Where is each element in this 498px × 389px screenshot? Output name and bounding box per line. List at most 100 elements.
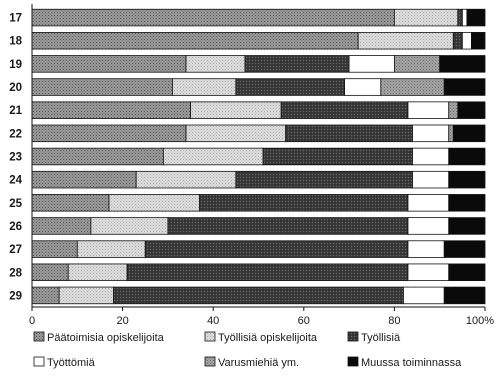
- legend-item: Työllisiä opiskelijoita: [204, 331, 318, 344]
- x-axis: 0 20 40 60 80 100%: [29, 4, 494, 327]
- bar-segment-18-s2: [452, 31, 463, 50]
- category-label: 18: [9, 36, 22, 48]
- bar-segment-27-s3: [407, 240, 445, 258]
- legend-item: Muussa toiminnassa: [347, 356, 462, 369]
- category-label: 22: [9, 128, 22, 140]
- bar-segment-29-s2: [113, 286, 404, 305]
- legend-swatch: [204, 356, 216, 367]
- legend-label: Muussa toiminnassa: [361, 357, 462, 369]
- bar-segment-21-s5: [457, 101, 486, 119]
- category-label: 29: [9, 290, 22, 302]
- bar-row-17: [31, 8, 486, 27]
- bar-segment-19-s5: [439, 55, 486, 73]
- bar-row-22: [31, 124, 486, 143]
- legend-item: Työttömiä: [33, 356, 96, 369]
- category-label: 21: [9, 105, 22, 117]
- bar-segment-27-s0: [31, 240, 78, 258]
- bar-segment-20-s5: [443, 78, 486, 96]
- bar-row-26: [31, 217, 486, 235]
- bar-row-23: [31, 147, 486, 166]
- bar-segment-29-s5: [443, 286, 486, 305]
- bar-segment-25-s5: [448, 194, 486, 212]
- bar-segment-26-s3: [407, 217, 450, 235]
- bar-segment-25-s3: [407, 194, 450, 212]
- legend-label: Työttömiä: [47, 357, 96, 369]
- category-labels: 17 18 19 20 21 22 23 24 25 26 27 28 29: [9, 13, 22, 303]
- legend-label: Päätoimisia opiskelijoita: [47, 332, 165, 344]
- legend-item: Varusmiehiä ym.: [204, 356, 299, 369]
- bar-segment-17-s5: [466, 8, 486, 27]
- x-tick-label: 40: [207, 315, 219, 327]
- legend-label: Varusmiehiä ym.: [218, 357, 299, 369]
- bar-segment-24-s5: [448, 170, 486, 189]
- bar-row-21: [31, 101, 486, 119]
- category-label: 24: [9, 175, 22, 187]
- category-label: 25: [9, 198, 22, 210]
- bar-segment-27-s2: [144, 240, 409, 258]
- bar-segment-24-s1: [135, 170, 237, 189]
- category-label: 20: [9, 82, 22, 94]
- bar-segment-19-s3: [348, 55, 395, 73]
- legend-label: Työllisiä opiskelijoita: [218, 332, 318, 344]
- bar-segment-24-s0: [31, 170, 137, 189]
- legend-swatch: [204, 331, 216, 342]
- x-tick-label: 0: [29, 315, 35, 327]
- legend-swatch: [347, 331, 359, 342]
- bar-row-18: [31, 31, 486, 50]
- bar-segment-20-s4: [380, 78, 445, 96]
- category-label: 19: [9, 59, 22, 71]
- bar-segment-22-s0: [31, 124, 187, 143]
- legend-label: Työllisiä: [361, 332, 401, 344]
- bar-segment-21-s2: [280, 101, 409, 119]
- plot-area: [31, 8, 486, 305]
- bar-segment-18-s3: [461, 31, 472, 50]
- bar-segment-20-s3: [344, 78, 382, 96]
- x-tick-label: 60: [298, 315, 310, 327]
- bar-segment-17-s2: [457, 8, 463, 27]
- category-label: 17: [9, 13, 22, 25]
- bar-segment-17-s0: [31, 8, 395, 27]
- bar-segment-21-s3: [407, 101, 450, 119]
- bar-segment-21-s0: [31, 101, 191, 119]
- bar-segment-25-s2: [199, 194, 409, 212]
- legend: Päätoimisia opiskelijoita Työllisiä opisk…: [33, 331, 462, 369]
- bar-segment-24-s3: [412, 170, 450, 189]
- x-tick-label: 20: [116, 315, 128, 327]
- bar-segment-25-s1: [108, 194, 201, 212]
- bar-segment-22-s4: [448, 124, 454, 143]
- bar-segment-23-s2: [262, 147, 413, 166]
- bar-segment-18-s1: [357, 31, 454, 50]
- bar-segment-19-s2: [244, 55, 350, 73]
- bar-segment-19-s0: [31, 55, 187, 73]
- bar-segment-18-s0: [31, 31, 359, 50]
- bar-segment-26-s5: [448, 217, 486, 235]
- bar-segment-17-s3: [461, 8, 468, 27]
- bar-segment-23-s5: [448, 147, 486, 166]
- bar-row-25: [31, 194, 486, 212]
- bar-row-28: [31, 263, 486, 282]
- bar-segment-24-s2: [235, 170, 413, 189]
- bar-segment-29-s3: [403, 286, 445, 305]
- bar-segment-28-s2: [126, 263, 409, 282]
- bar-segment-21-s4: [448, 101, 459, 119]
- bar-segment-23-s3: [412, 147, 450, 166]
- bar-row-20: [31, 78, 486, 96]
- bar-segment-28-s3: [407, 263, 450, 282]
- legend-swatch: [347, 356, 359, 367]
- bar-row-27: [31, 240, 486, 258]
- category-label: 27: [9, 244, 22, 256]
- bar-segment-29-s1: [58, 286, 114, 305]
- bar-segment-22-s5: [452, 124, 486, 143]
- bar-segment-19-s4: [393, 55, 441, 73]
- bar-segment-17-s1: [393, 8, 459, 27]
- bar-segment-22-s1: [185, 124, 287, 143]
- bar-segment-26-s0: [31, 217, 92, 235]
- x-tick-label: 100%: [466, 315, 494, 327]
- legend-item: Päätoimisia opiskelijoita: [33, 331, 165, 344]
- bar-row-29: [31, 286, 486, 305]
- bar-row-24: [31, 170, 486, 189]
- bar-segment-27-s1: [76, 240, 146, 258]
- bar-segment-28-s0: [31, 263, 69, 282]
- category-label: 28: [9, 267, 22, 279]
